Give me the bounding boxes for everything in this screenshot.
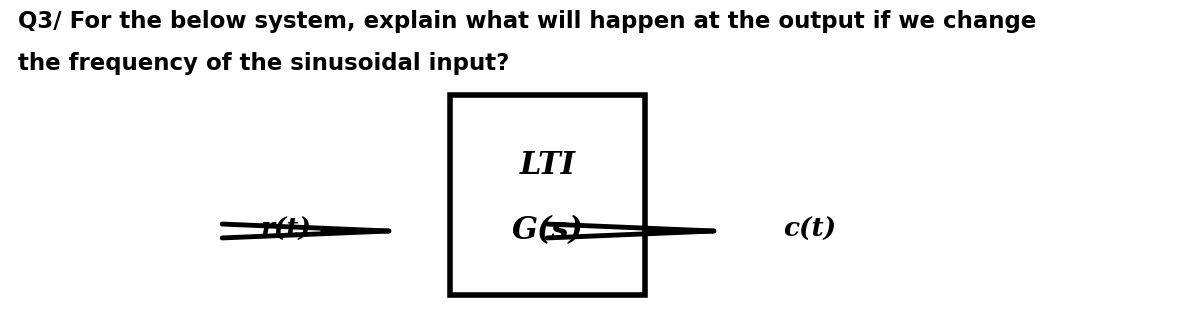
Text: r(t): r(t) [262, 217, 312, 241]
Text: LTI: LTI [520, 149, 576, 181]
Text: the frequency of the sinusoidal input?: the frequency of the sinusoidal input? [18, 52, 509, 75]
Text: Q3/ For the below system, explain what will happen at the output if we change: Q3/ For the below system, explain what w… [18, 10, 1037, 33]
Text: G(s): G(s) [511, 216, 583, 246]
Bar [450, 95, 646, 295]
Text: c(t): c(t) [784, 217, 836, 241]
